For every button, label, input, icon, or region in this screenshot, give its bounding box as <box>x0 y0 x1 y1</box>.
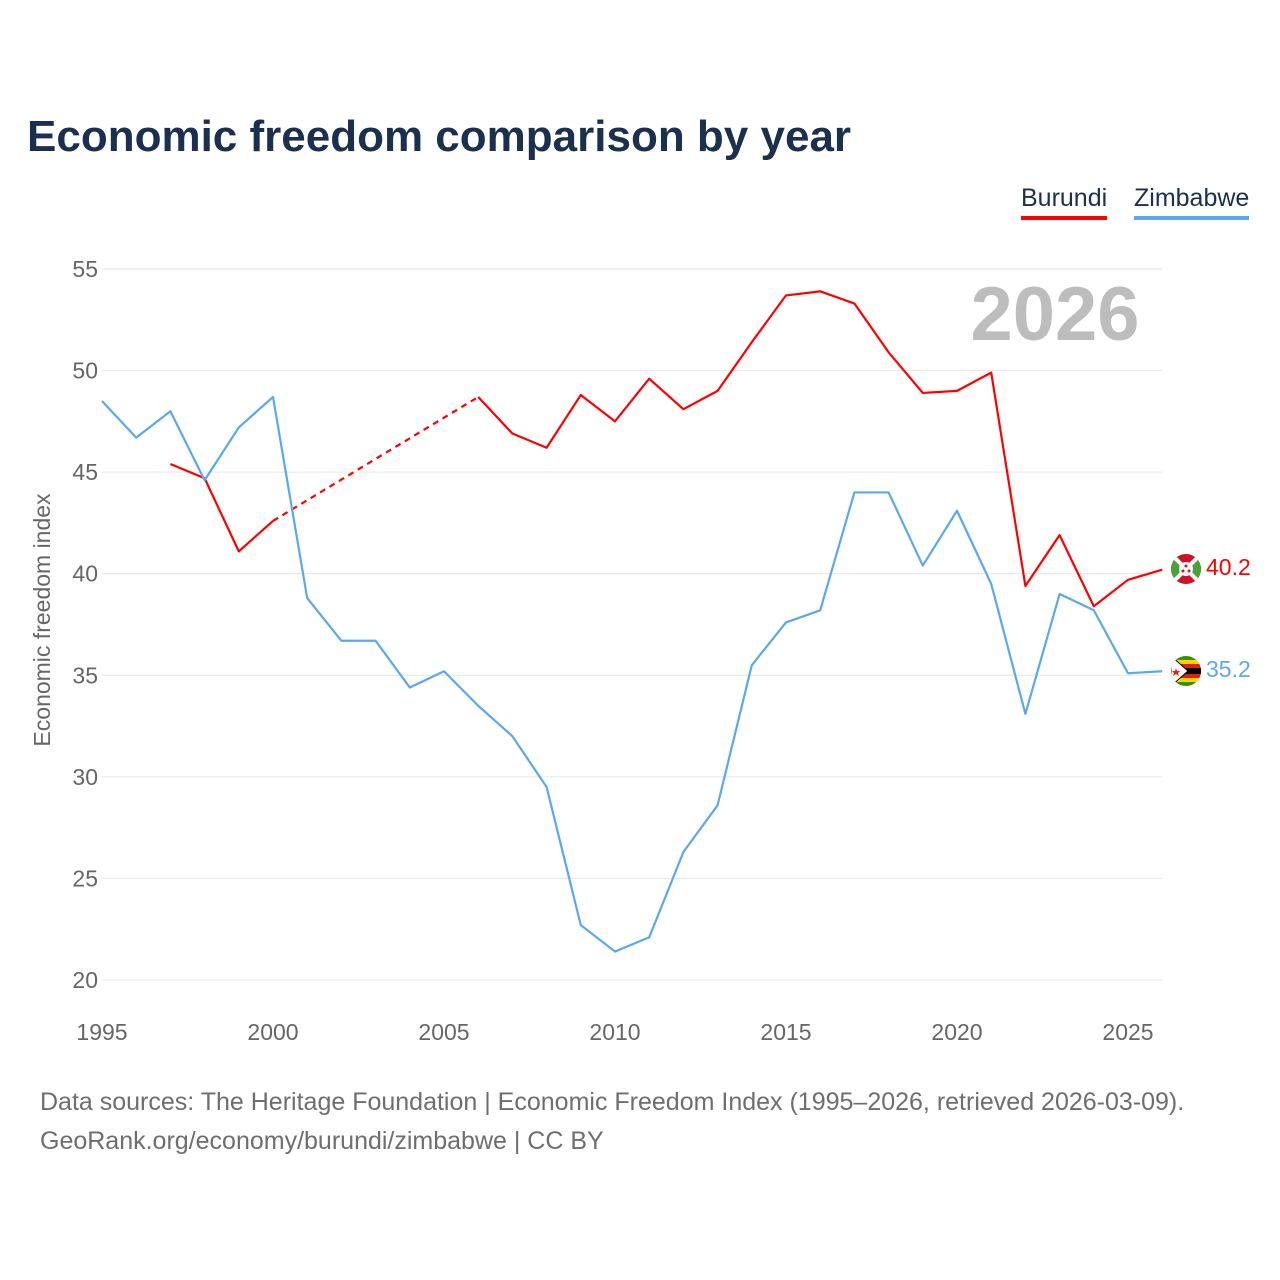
zimbabwe-end-label: 35.2 <box>1206 656 1251 682</box>
zimbabwe-line <box>101 395 1163 953</box>
y-tick-label: 45 <box>72 459 98 485</box>
y-tick-label: 25 <box>72 865 98 891</box>
burundi-line <box>477 290 1163 608</box>
chart-title: Economic freedom comparison by year <box>27 112 852 161</box>
y-tick-label: 30 <box>72 764 98 790</box>
y-tick-label: 55 <box>72 256 98 282</box>
legend-item-zimbabwe[interactable]: Zimbabwe <box>1134 184 1250 220</box>
zimbabwe-flag-icon <box>1171 656 1201 686</box>
source-note: Data sources: The Heritage Foundation | … <box>40 1088 1185 1116</box>
x-tick-label: 1995 <box>76 1019 127 1045</box>
x-tick-label: 2015 <box>760 1019 811 1045</box>
y-axis-label: Economic freedom index <box>29 493 55 747</box>
x-tick-label: 2020 <box>931 1019 982 1045</box>
source-link[interactable]: GeoRank.org/economy/burundi/zimbabwe | C… <box>40 1127 604 1155</box>
legend-item-burundi[interactable]: Burundi <box>1021 184 1108 220</box>
y-tick-label: 20 <box>72 967 98 993</box>
burundi-flag-icon <box>1171 554 1201 584</box>
x-tick-label: 2010 <box>589 1019 640 1045</box>
y-tick-label: 35 <box>72 662 98 688</box>
x-tick-label: 2025 <box>1102 1019 1153 1045</box>
x-tick-label: 2000 <box>247 1019 298 1045</box>
burundi-gap-line <box>272 396 479 522</box>
y-tick-label: 40 <box>72 561 98 587</box>
burundi-line <box>169 463 274 553</box>
year-watermark: 2026 <box>970 272 1139 357</box>
burundi-end-label: 40.2 <box>1206 554 1251 580</box>
y-tick-label: 50 <box>72 358 98 384</box>
x-tick-label: 2005 <box>418 1019 469 1045</box>
